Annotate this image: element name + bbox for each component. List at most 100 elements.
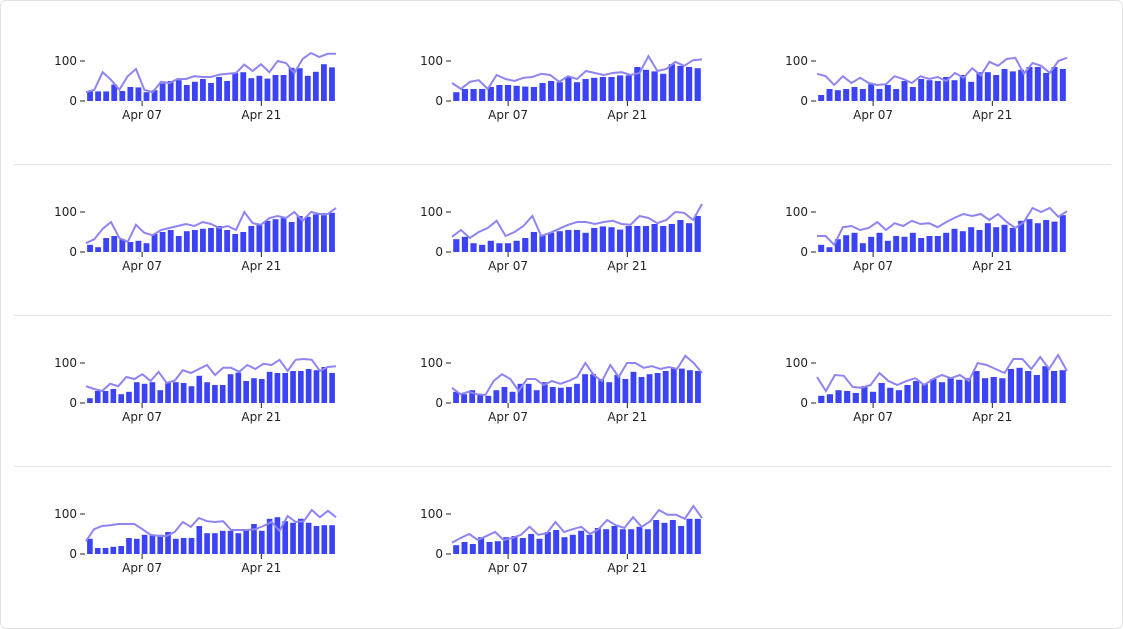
bar (685, 223, 693, 252)
bar (582, 232, 589, 252)
bar (274, 517, 281, 554)
bar (298, 371, 304, 403)
bar (990, 377, 997, 403)
bar (1034, 67, 1041, 101)
bar (1001, 224, 1008, 252)
bar (662, 371, 669, 403)
bar (868, 236, 875, 252)
bar (614, 375, 621, 403)
bar (183, 231, 190, 252)
bar (151, 234, 158, 252)
bar (625, 75, 632, 101)
bar (539, 235, 546, 252)
bar (926, 236, 933, 252)
bar (167, 81, 174, 101)
bar (660, 226, 667, 252)
bar (951, 228, 958, 252)
bar (1050, 371, 1058, 403)
bar (654, 373, 661, 403)
bar (1043, 73, 1050, 101)
bar (591, 228, 598, 252)
x-tick-label: Apr 07 (853, 108, 893, 122)
bar (834, 239, 841, 252)
bar (859, 89, 866, 101)
series-line (451, 354, 703, 397)
bar (208, 228, 214, 252)
chart-panel: 0 100 Apr 07 Apr 21 (54, 51, 336, 122)
bar (227, 530, 234, 554)
bar (843, 235, 850, 252)
bar (461, 542, 468, 554)
bar (868, 84, 875, 101)
bar (501, 387, 508, 403)
bar (694, 68, 701, 101)
bar (243, 529, 249, 554)
bar (251, 524, 257, 554)
bar (590, 374, 597, 403)
bar (453, 239, 460, 252)
bar (993, 227, 1000, 252)
bar (200, 79, 206, 101)
bar (204, 533, 210, 554)
bar (305, 522, 312, 554)
y-tick-label: 100 (54, 205, 77, 219)
x-tick-label: Apr 21 (241, 561, 281, 575)
bar (94, 391, 101, 403)
x-tick-label: Apr 07 (488, 561, 528, 575)
series-line (816, 353, 1068, 393)
bar (196, 526, 203, 554)
bar (565, 230, 572, 252)
bar (191, 81, 198, 101)
bar (264, 78, 271, 101)
bar (159, 83, 166, 101)
bar (180, 538, 187, 554)
x-tick-label: Apr 07 (853, 259, 893, 273)
bar (191, 230, 198, 252)
chart-panel: 0 100 Apr 07 Apr 21 (420, 504, 703, 575)
bar (876, 89, 883, 101)
x-tick-label: Apr 07 (122, 259, 162, 273)
bar (959, 75, 966, 101)
bar (470, 89, 477, 101)
bar (594, 528, 601, 554)
bar (533, 390, 540, 403)
bar (135, 240, 142, 252)
bar (566, 387, 572, 403)
series-line (85, 508, 337, 542)
bar (956, 379, 963, 403)
bar (582, 374, 588, 403)
bar (103, 91, 110, 101)
bar (282, 521, 289, 554)
bar (329, 212, 335, 252)
bar (591, 77, 598, 101)
bar (243, 381, 249, 403)
bar (851, 232, 858, 252)
bar (487, 240, 494, 252)
x-tick-label: Apr 21 (241, 108, 281, 122)
bar (553, 530, 560, 554)
bar (103, 238, 110, 252)
bar (312, 71, 319, 101)
bar (180, 383, 187, 403)
bar (608, 227, 615, 252)
bar (157, 534, 164, 554)
bar (851, 87, 858, 101)
bar (628, 529, 635, 554)
bar (835, 390, 842, 403)
bar (87, 538, 93, 554)
bar (188, 386, 195, 403)
bar (668, 64, 675, 101)
bar (984, 223, 991, 252)
bar (668, 224, 675, 252)
bar (127, 87, 134, 101)
bar (87, 91, 93, 101)
bar (895, 390, 902, 403)
bar (87, 244, 93, 252)
bar (151, 90, 158, 101)
y-tick-label: 100 (54, 54, 77, 68)
bar (938, 382, 946, 403)
x-tick-label: Apr 07 (488, 410, 528, 424)
bar (1007, 369, 1015, 403)
bar (461, 89, 469, 101)
